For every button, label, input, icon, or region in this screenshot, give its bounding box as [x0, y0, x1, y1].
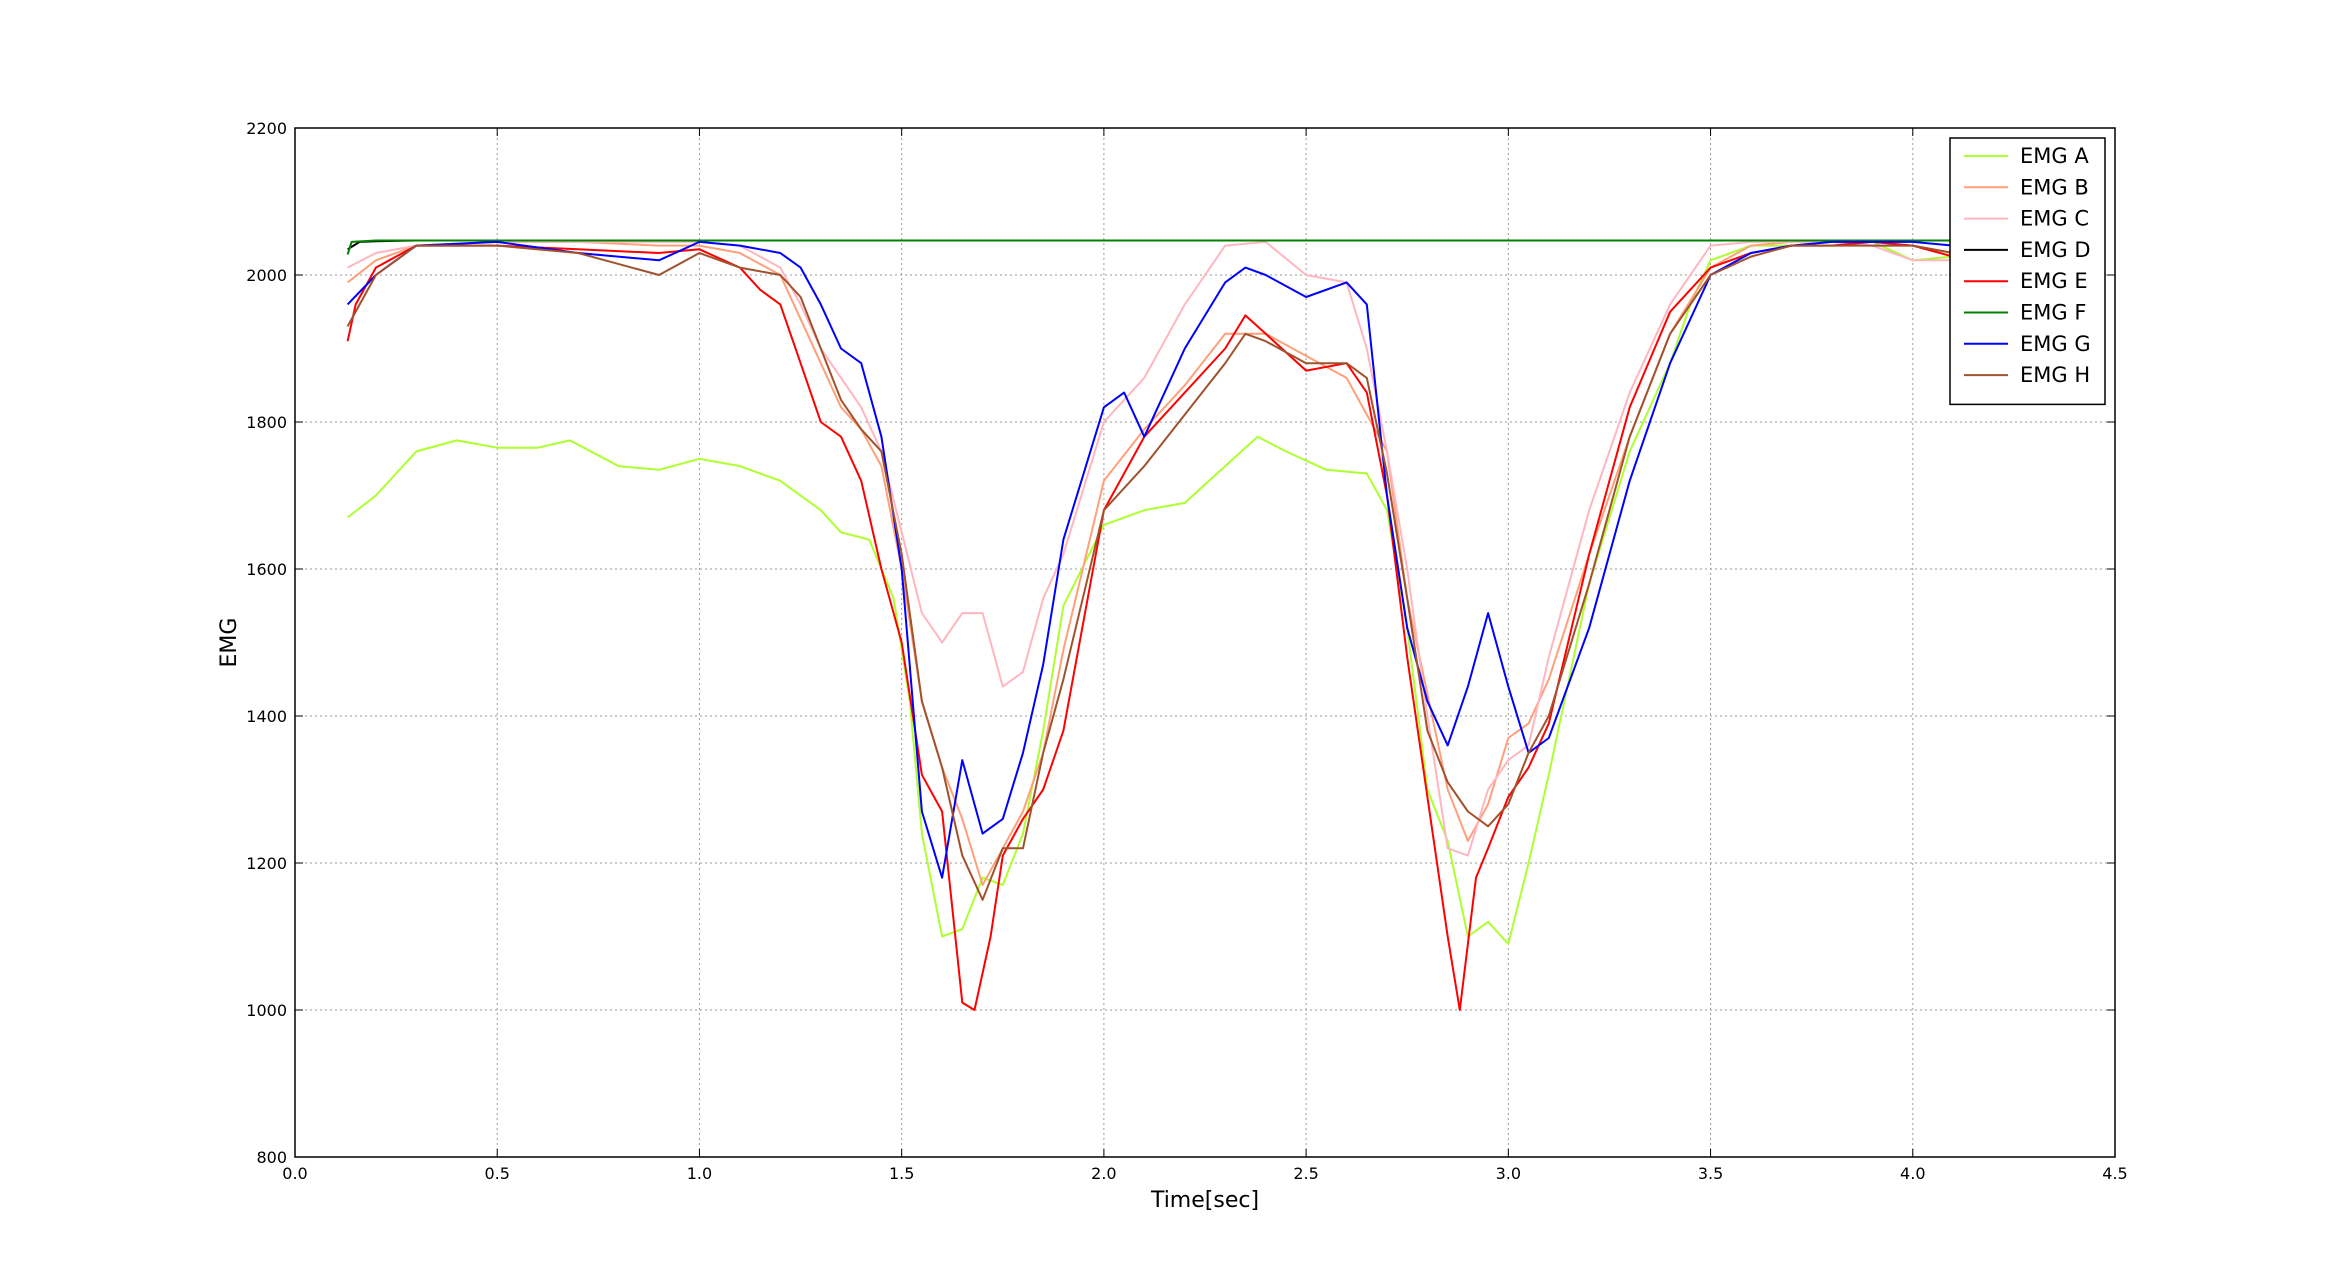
legend-label: EMG B	[2020, 175, 2089, 199]
x-tick-label: 1.5	[889, 1164, 914, 1183]
plot-lines	[346, 239, 1954, 1011]
x-tick-label: 3.5	[1698, 1164, 1723, 1183]
x-tick-label: 2.5	[1293, 1164, 1318, 1183]
series-line-emg-a	[346, 240, 1954, 945]
legend-label: EMG F	[2020, 301, 2086, 325]
x-tick-label: 1.0	[687, 1164, 712, 1183]
series-line-emg-g	[346, 240, 1954, 879]
x-axis-label: Time[sec]	[1150, 1188, 1259, 1213]
ticks: 0.0 0.5 1.0 1.5 2.0 2.5 3.0 3.5 4.0 4.5 800 1000 120…	[246, 119, 2127, 1183]
y-tick-label: 800	[256, 1148, 287, 1167]
legend: EMG A EMG B EMG C EMG D EMG E EMG F EMG G EMG H	[1949, 137, 2106, 406]
legend-label: EMG C	[2020, 207, 2089, 231]
legend-label: EMG D	[2020, 238, 2091, 262]
x-tick-label: 4.0	[1900, 1164, 1925, 1183]
x-tick-label: 0.0	[282, 1164, 307, 1183]
legend-label: EMG G	[2020, 332, 2091, 356]
y-tick-label: 1000	[246, 1001, 287, 1020]
x-tick-label: 4.5	[2102, 1164, 2127, 1183]
series-line-emg-f	[346, 239, 1954, 255]
x-tick-label: 3.0	[1496, 1164, 1521, 1183]
series-line-emg-c	[347, 240, 1954, 857]
y-axis-label: EMG	[217, 618, 242, 668]
y-tick-label: 2000	[246, 266, 287, 285]
y-tick-label: 1400	[246, 707, 287, 726]
y-tick-label: 2200	[246, 119, 287, 138]
legend-label: EMG E	[2020, 269, 2088, 293]
series-line-emg-h	[346, 244, 1954, 901]
plot-frame	[294, 127, 2116, 1158]
legend-box	[1949, 137, 2106, 406]
y-tick-label: 1800	[246, 413, 287, 432]
x-tick-label: 2.0	[1091, 1164, 1116, 1183]
legend-label: EMG A	[2020, 144, 2089, 168]
legend-label: EMG H	[2020, 363, 2090, 387]
y-tick-label: 1200	[246, 854, 287, 873]
x-tick-label: 0.5	[484, 1164, 509, 1183]
y-tick-label: 1600	[246, 560, 287, 579]
